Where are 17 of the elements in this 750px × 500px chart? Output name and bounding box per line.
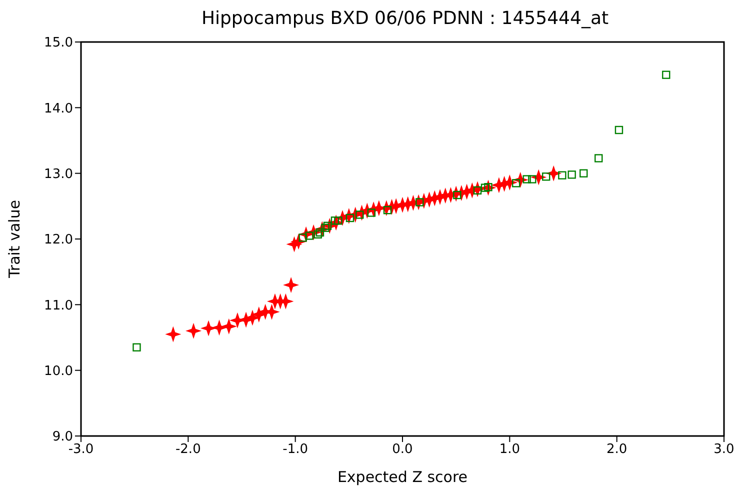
x-tick-label: 3.0: [714, 442, 734, 458]
y-axis-title: Trait value: [5, 200, 24, 280]
y-tick-label: 15.0: [44, 36, 73, 51]
y-tick-label: 12.0: [44, 232, 73, 248]
x-tick-label: 0.0: [392, 442, 413, 458]
y-tick-label: 11.0: [44, 298, 73, 314]
x-tick-label: -1.0: [282, 442, 308, 458]
x-tick-label: 1.0: [499, 442, 520, 458]
x-axis-title: Expected Z score: [337, 468, 468, 486]
x-tick-label: -3.0: [68, 442, 94, 458]
y-tick-label: 13.0: [44, 166, 73, 182]
x-tick-label: -2.0: [175, 442, 201, 458]
y-tick-label: 14.0: [44, 101, 73, 116]
x-tick-label: 2.0: [606, 442, 628, 458]
chart-title: Hippocampus BXD 06/06 PDNN : 1455444_at: [200, 8, 610, 30]
y-tick-label: 9.0: [52, 430, 73, 445]
y-tick-label: 10.0: [44, 364, 73, 379]
